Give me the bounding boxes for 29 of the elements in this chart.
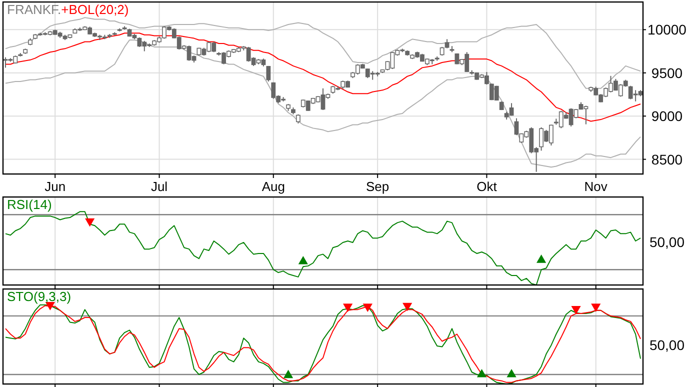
x-tick-label: Aug (262, 179, 285, 194)
point (506, 368, 516, 378)
candlestick (296, 114, 300, 124)
x-tick-label: Jul (150, 179, 168, 194)
x-tick-label: Jun (44, 179, 66, 194)
point (476, 368, 487, 378)
point (402, 302, 412, 312)
line-series (4, 17, 642, 89)
point (571, 306, 581, 314)
point (283, 370, 294, 378)
x-tick-label: Sep (366, 179, 390, 194)
y-tick-label: 8500 (651, 151, 683, 168)
y-tick-label: 9500 (651, 64, 683, 81)
y-tick-label: 9000 (651, 108, 683, 124)
point (362, 304, 372, 312)
text: 50,00 (649, 234, 685, 250)
y-tick-label: 10000 (648, 22, 687, 38)
text: 50,00 (649, 337, 685, 354)
x-tick-label: Okt (476, 179, 498, 194)
candlestick (266, 65, 271, 82)
line-series (4, 32, 642, 122)
series-label: +BOL(20;2) (61, 2, 129, 17)
x-tick-label: Nov (584, 179, 608, 194)
series-label: RSI(14) (7, 197, 52, 212)
chart-title: FRANKF. (7, 2, 62, 17)
line-series (4, 40, 642, 168)
point (343, 304, 353, 312)
series-label: STO(9,3,3) (7, 289, 72, 304)
point (591, 304, 601, 312)
